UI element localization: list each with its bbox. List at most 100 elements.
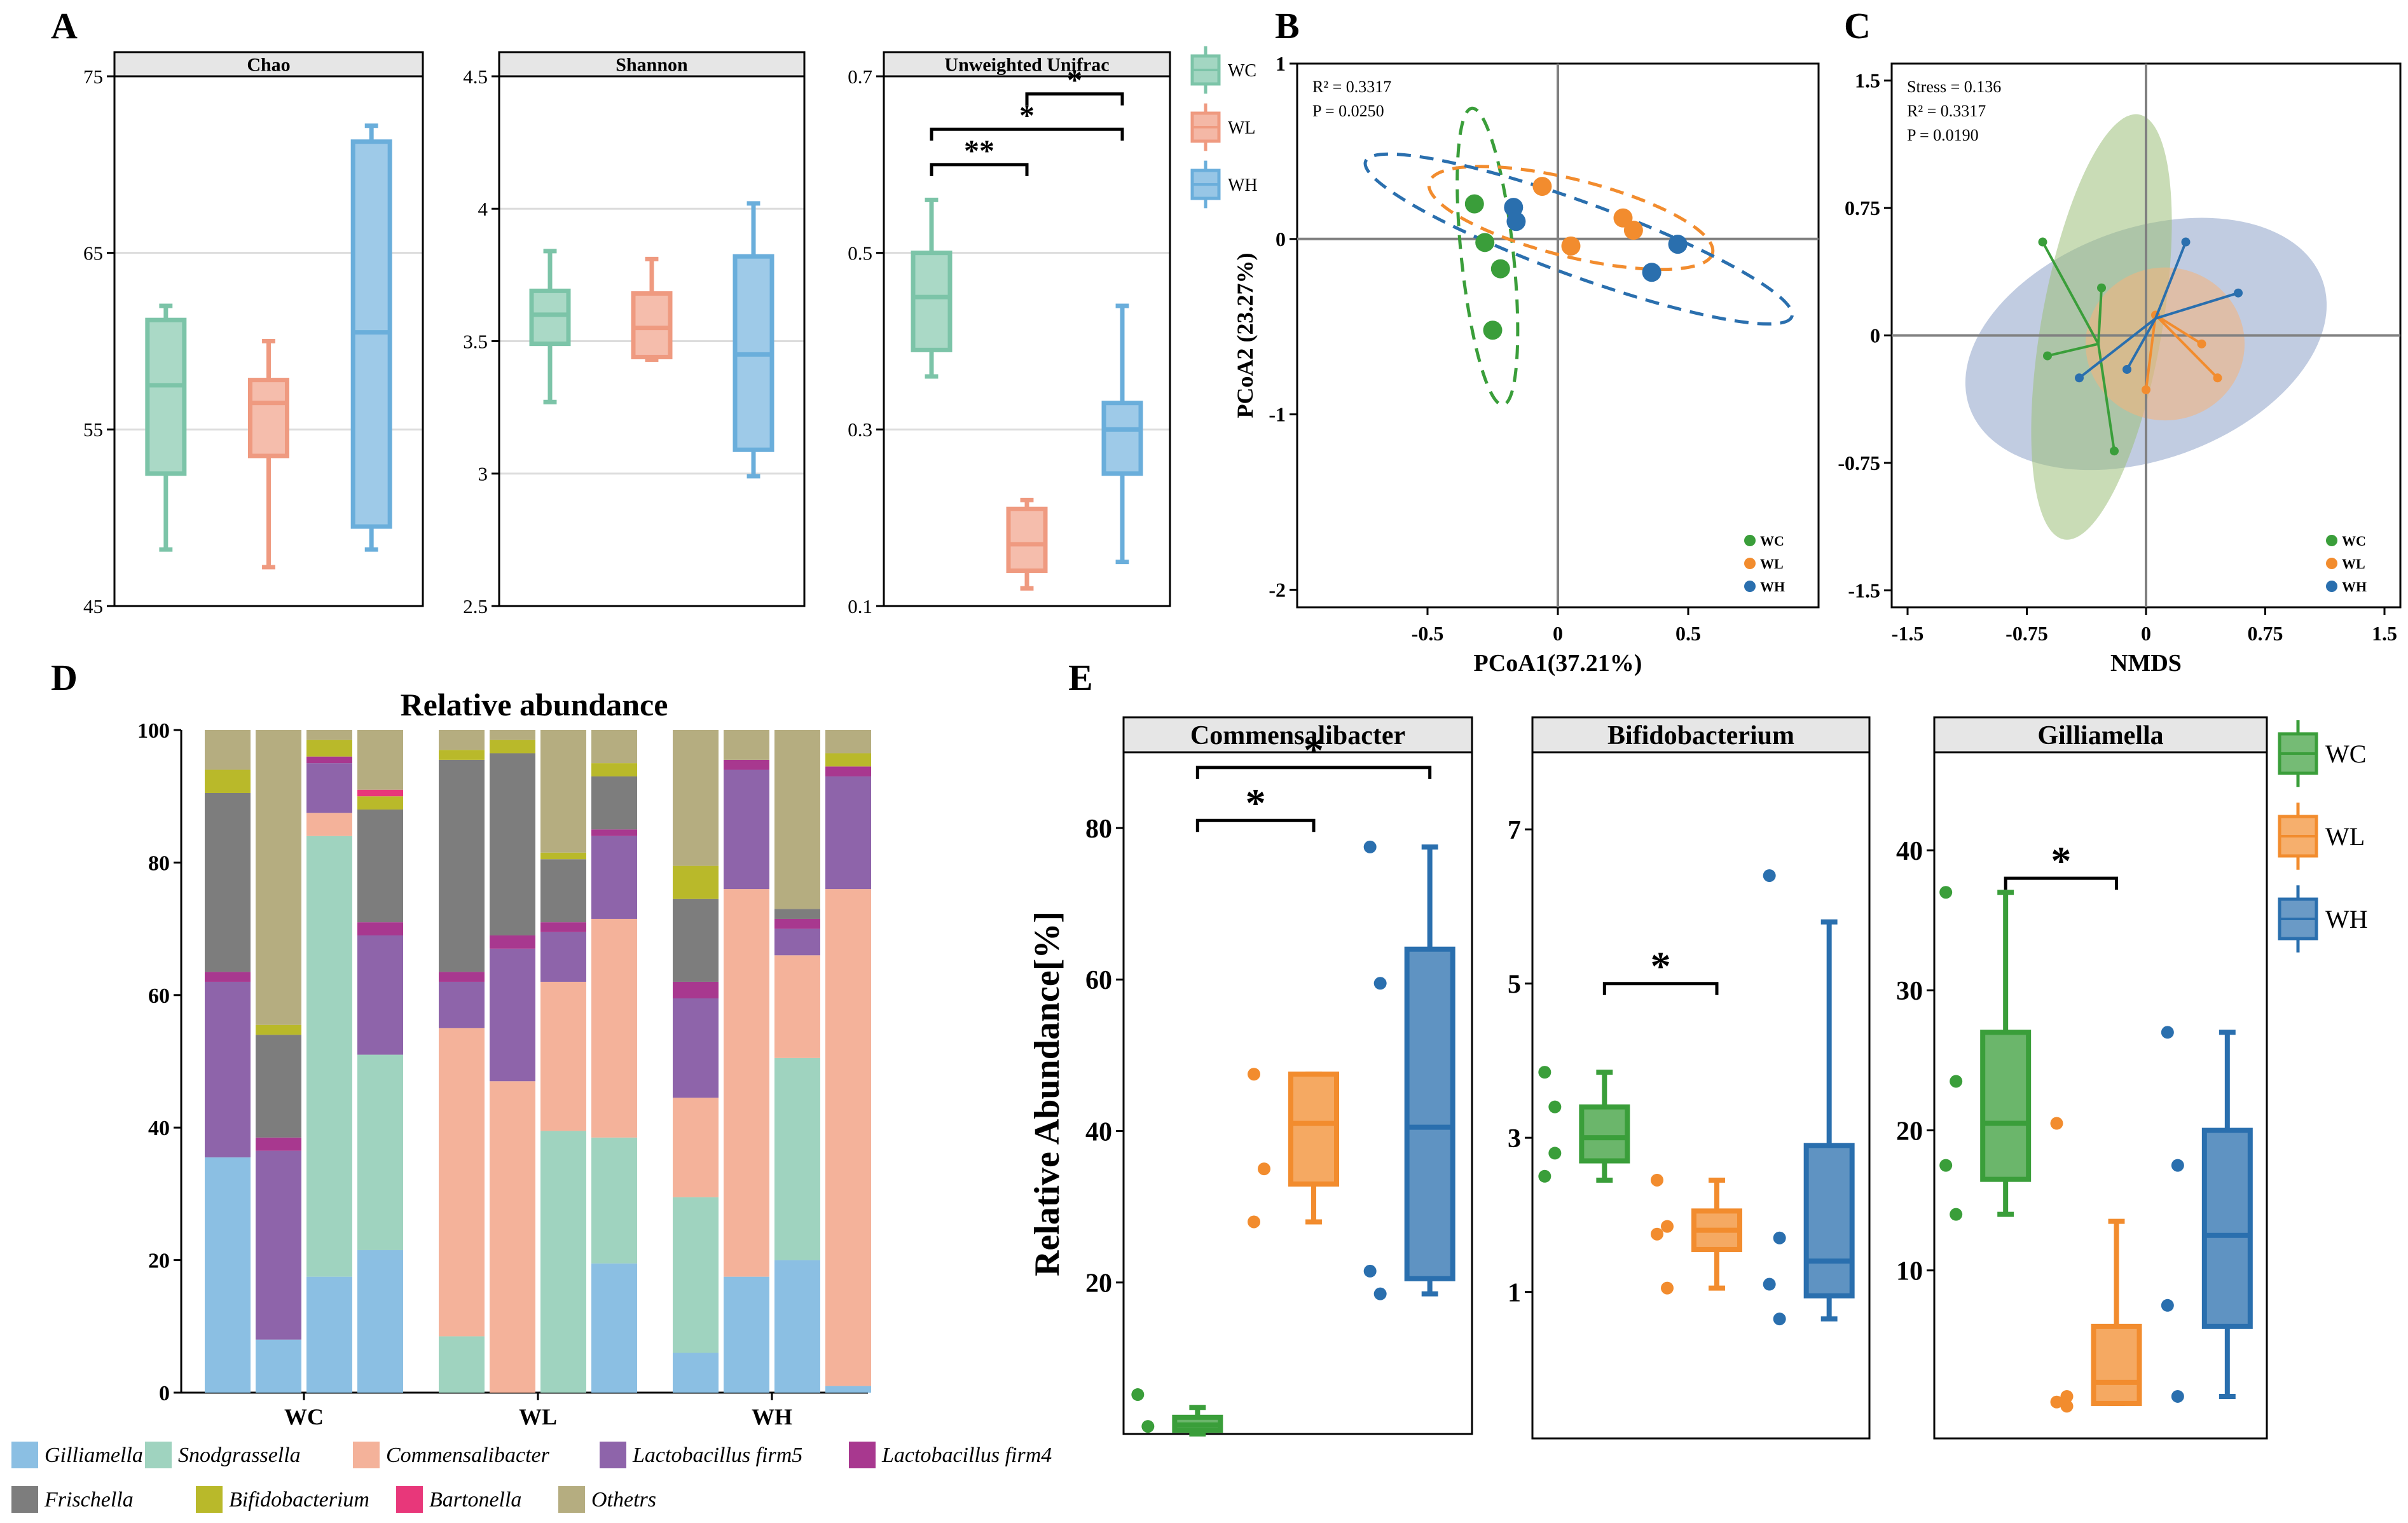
point-wl (2213, 373, 2222, 383)
legend-label-wc: WC (1228, 61, 1256, 81)
significance-label: * (1246, 780, 1266, 825)
y-tick-label: 80 (148, 851, 170, 875)
bar-segment-snodgrassella (306, 836, 352, 1277)
bar-segment-bifidobacterium (591, 763, 637, 776)
point-wl (1561, 236, 1581, 256)
data-point (2060, 1389, 2074, 1403)
y-tick-label: -1.5 (1848, 579, 1880, 602)
ellipse-wl (2086, 267, 2245, 421)
bar-segment-bifidobacterium (490, 740, 535, 754)
significance-label: * (1651, 944, 1671, 989)
data-point (2171, 1159, 2184, 1172)
spider-line (2145, 315, 2157, 390)
spider-line (2126, 317, 2157, 370)
box-wl (631, 291, 673, 359)
y-tick-label: 2.5 (463, 595, 488, 617)
significance-bracket (1602, 982, 1719, 995)
bar-segment-lactobacillus-firm5 (673, 998, 719, 1098)
x-tick-label: 0 (2141, 622, 2151, 645)
legend-dot-wl (1744, 558, 1756, 569)
bar-segment-lactobacillus-firm4 (306, 756, 352, 764)
y-tick-label: 4 (478, 198, 488, 220)
facet-title: Bifidobacterium (1607, 721, 1794, 750)
y-tick-label: 0.7 (848, 65, 872, 88)
bar-segment-lactobacillus-firm4 (540, 922, 586, 932)
legend-swatch (396, 1486, 423, 1513)
x-tick-label: -0.5 (1412, 622, 1444, 645)
y-tick-label: -1 (1269, 403, 1286, 426)
ellipse-wl (1427, 165, 1715, 272)
bar-segment-bifidobacterium (205, 769, 251, 793)
point-wc (2097, 283, 2106, 293)
panel-label-c: C (1844, 5, 1871, 46)
panel-frame (498, 75, 806, 607)
bar-segment-lactobacillus-firm5 (205, 981, 251, 1158)
charts-layer: Chao45556575Shannon2.533.544.5Unweighted… (11, 46, 2402, 1513)
data-point (1661, 1220, 1674, 1233)
data-point (1950, 1208, 1963, 1221)
bar-segment-snodgrassella (673, 1197, 719, 1353)
x-tick-label: WC (284, 1404, 324, 1430)
bar-segment-lactobacillus-firm4 (774, 918, 820, 929)
bar-segment-frischella (357, 810, 403, 923)
box-wc (1579, 1104, 1630, 1164)
point-wc (2110, 446, 2119, 456)
spider-line (2154, 314, 2203, 345)
facet-title: Chao (247, 55, 290, 76)
bar-segment-lactobacillus-firm4 (439, 972, 485, 982)
legend-label: Othetrs (591, 1488, 656, 1512)
bar-segment-lactobacillus-firm5 (591, 836, 637, 919)
y-tick-label: 40 (1085, 1117, 1112, 1147)
box-wc (529, 288, 571, 347)
bar-segment-lactobacillus-firm5 (724, 769, 769, 890)
y-tick-label: 0.1 (848, 595, 872, 617)
data-point (1363, 840, 1377, 853)
box-wh (1404, 946, 1455, 1281)
x-tick-label: WL (519, 1404, 557, 1430)
bar-segment-othetrs (306, 730, 352, 740)
legend-swatch (558, 1486, 585, 1513)
x-axis-title: NMDS (2110, 650, 2182, 677)
data-point (1538, 1169, 1551, 1183)
y-tick-label: 3 (1508, 1124, 1521, 1154)
spider-line (2154, 241, 2187, 319)
significance-bracket (1025, 92, 1124, 106)
y-axis-title: Relative Abundance[%] (1028, 911, 1067, 1276)
facet-strip (883, 51, 1171, 78)
bar-segment-lactobacillus-firm4 (256, 1137, 301, 1151)
point-wh (2181, 237, 2191, 247)
panel-frame (1933, 751, 2268, 1440)
bar-segment-othetrs (439, 730, 485, 750)
box-wl (1006, 506, 1048, 573)
bar-segment-frischella (774, 909, 820, 919)
bar-segment-snodgrassella (774, 1058, 820, 1260)
point-wh (2122, 364, 2131, 374)
bar-segment-lactobacillus-firm4 (825, 766, 871, 776)
bar-segment-snodgrassella (540, 1131, 586, 1393)
legend-dot-wh (1744, 581, 1756, 592)
bar-segment-commensalibacter (825, 889, 871, 1386)
y-tick-label: 7 (1508, 816, 1521, 845)
point-wc (2038, 237, 2047, 247)
legend-label-wc: WC (2325, 740, 2366, 768)
bar-segment-commensalibacter (673, 1098, 719, 1197)
y-tick-label: 20 (148, 1250, 170, 1273)
legend-label: Gilliamella (45, 1444, 143, 1467)
significance-label: * (1304, 727, 1324, 773)
bar-segment-lactobacillus-firm4 (673, 981, 719, 999)
point-wh (1506, 212, 1526, 231)
y-tick-label: 55 (83, 418, 103, 441)
bar-segment-othetrs (774, 730, 820, 909)
bar-segment-gilliamella (205, 1157, 251, 1393)
bar-segment-bifidobacterium (439, 750, 485, 760)
data-point (2161, 1299, 2174, 1312)
y-tick-label: 10 (1896, 1257, 1923, 1286)
legend-swatch (353, 1442, 380, 1468)
stat-text: Stress = 0.136 (1907, 78, 2001, 96)
facet-strip (1122, 716, 1473, 754)
data-point (1548, 1147, 1562, 1160)
legend-dot-wc (2326, 535, 2337, 546)
panel-frame (1122, 751, 1473, 1435)
bar-segment-commensalibacter (540, 981, 586, 1131)
spider-line (2047, 342, 2099, 357)
